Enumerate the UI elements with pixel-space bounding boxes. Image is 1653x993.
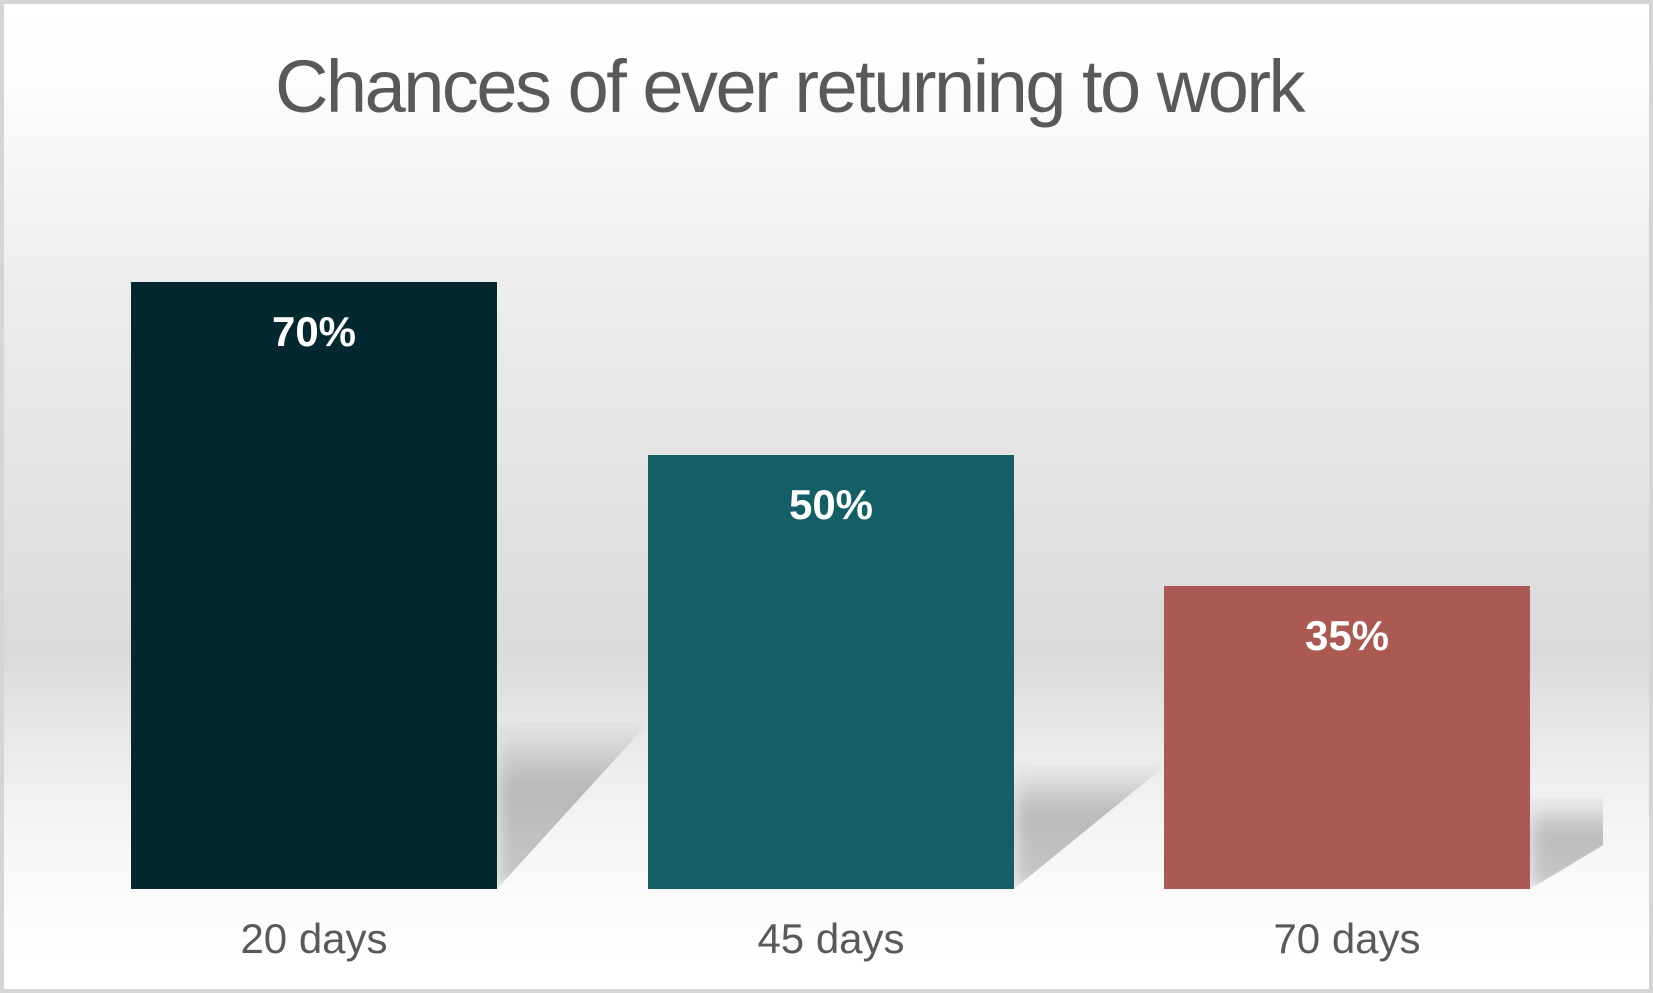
bar-value-label-45-days: 50% bbox=[788, 481, 874, 528]
bar-45-days: 50% bbox=[648, 455, 1014, 889]
category-label-70-days: 70 days bbox=[1273, 915, 1421, 962]
bar-20-days: 70% bbox=[131, 282, 497, 889]
bar-value-label-70-days: 35% bbox=[1304, 612, 1390, 659]
category-label-45-days: 45 days bbox=[757, 915, 905, 962]
bar-value-label-20-days: 70% bbox=[271, 308, 357, 355]
bar-70-days: 35% bbox=[1164, 586, 1530, 889]
chart-title: Chances of ever returning to work bbox=[274, 45, 1306, 128]
category-label-20-days: 20 days bbox=[240, 915, 388, 962]
plot-area: 70% 20 days 50% 45 days 35% 70 days bbox=[4, 4, 1649, 989]
